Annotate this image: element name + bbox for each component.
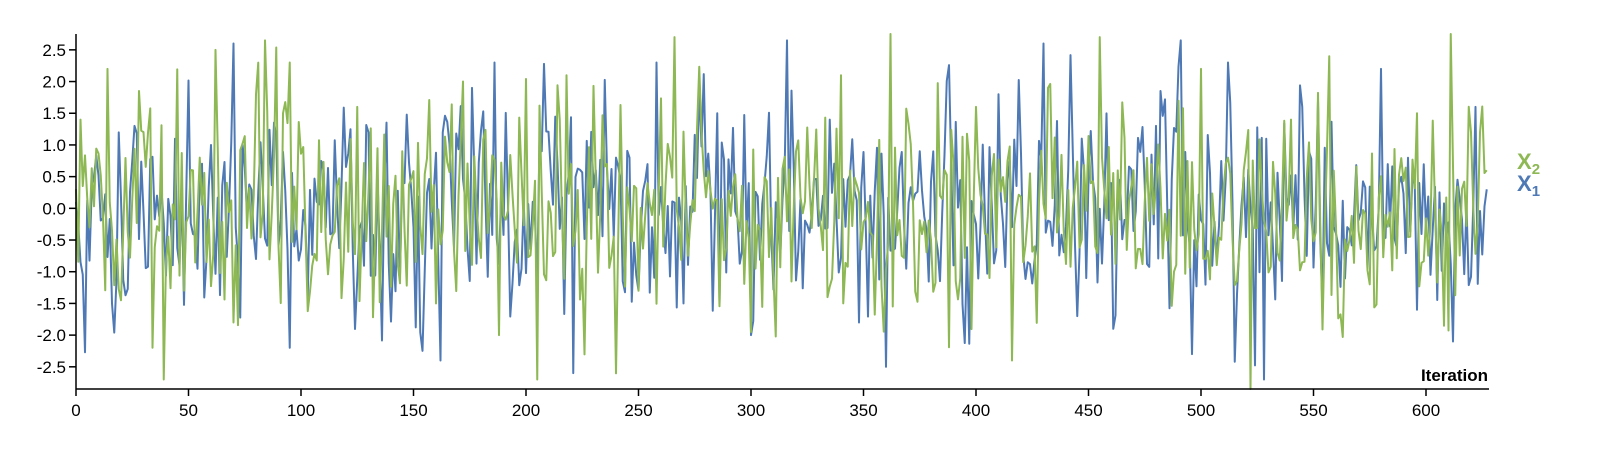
y-tick-label: -0.5 [37,231,66,250]
traces-layer [75,33,1488,390]
y-tick-label: 1.0 [42,136,66,155]
y-tick-label: -1.5 [37,294,66,313]
x-tick-label: 300 [737,401,765,420]
y-tick-label: 1.5 [42,104,66,123]
x-tick-label: 150 [399,401,427,420]
y-tick-label: -2.0 [37,326,66,345]
x-tick-label: 400 [962,401,990,420]
y-axis-ticks: 2.5 2.0 1.5 1.0 0.5 0.0 -0.5 -1.0 -1.5 -2.0 -2.5 [37,41,76,377]
x-tick-label: 550 [1299,401,1327,420]
series-label-x2: X2 [1517,149,1540,178]
x-tick-label: 250 [624,401,652,420]
x-tick-label: 450 [1074,401,1102,420]
y-tick-label: -2.5 [37,358,66,377]
x-axis-ticks: 0 50 100 150 200 250 300 350 400 450 500 550 600 [71,389,1440,420]
x-tick-label: 200 [512,401,540,420]
x-tick-label: 50 [179,401,198,420]
y-tick-label: 0.0 [42,199,66,218]
x-tick-label: 350 [849,401,877,420]
x-tick-label: 0 [71,401,80,420]
x-tick-label: 500 [1187,401,1215,420]
x-tick-label: 600 [1412,401,1440,420]
y-tick-label: -1.0 [37,263,66,282]
y-tick-label: 0.5 [42,168,66,187]
y-tick-label: 2.0 [42,73,66,92]
series-label-x1: X1 [1517,171,1540,200]
x-axis-title: Iteration [1421,366,1488,385]
axes-layer: 2.5 2.0 1.5 1.0 0.5 0.0 -0.5 -1.0 -1.5 -2.0 -2.5 0… [37,34,1489,420]
y-tick-label: 2.5 [42,41,66,60]
x-tick-label: 100 [287,401,315,420]
series-line-x2 [75,33,1488,390]
